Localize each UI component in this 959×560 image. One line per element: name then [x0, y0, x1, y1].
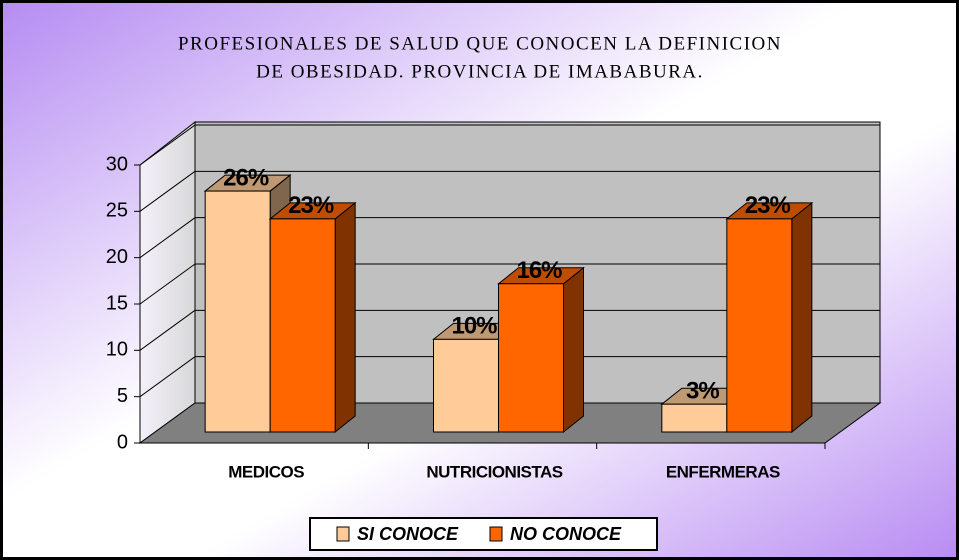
x-tick-label: ENFERMERAS: [666, 462, 780, 481]
grid-line: [139, 356, 196, 398]
data-label: 23%: [288, 192, 334, 219]
bar: [433, 338, 499, 433]
y-tick-label: 15: [106, 292, 128, 314]
legend-label: SI CONOCE: [357, 524, 459, 544]
y-tick-label: 20: [106, 246, 128, 268]
data-label: 3%: [686, 378, 719, 405]
legend-items: SI CONOCE NO CONOCE: [336, 524, 622, 544]
bar: [726, 218, 793, 433]
grid-line: [139, 309, 196, 351]
legend: [309, 517, 658, 551]
chart-title: DE OBESIDAD. PROVINCIA DE IMABABURA.: [256, 61, 704, 82]
legend-swatch: [336, 526, 350, 542]
x-tick-label: MEDICOS: [228, 462, 304, 481]
bar-side: [334, 201, 356, 434]
bar: [204, 190, 271, 433]
data-label: 16%: [516, 257, 562, 284]
chart-title: PROFESIONALES DE SALUD QUE CONOCEN LA DE…: [178, 33, 782, 54]
plot: 0 5 10 15 20 25 30 MEDICOS 26% 23% NUTRICIONISTAS 1…: [106, 124, 880, 481]
y-tick-label: 5: [117, 385, 128, 407]
y-tick-label: 0: [117, 431, 128, 453]
grid-line: [139, 124, 196, 166]
y-tick-label: 30: [106, 153, 128, 175]
grid-line: [139, 263, 196, 305]
side-wall: [139, 120, 196, 444]
bar: [661, 403, 728, 433]
grid-line: [139, 170, 196, 212]
legend-label: NO CONOCE: [510, 524, 622, 544]
data-label: 26%: [223, 164, 269, 191]
data-label: 23%: [745, 192, 791, 219]
legend-swatch: [489, 526, 503, 542]
grid-line: [139, 217, 196, 259]
data-label: 10%: [451, 313, 497, 340]
y-tick-label: 10: [106, 339, 128, 361]
bar: [269, 218, 336, 433]
x-tick-label: NUTRICIONISTAS: [426, 462, 562, 481]
y-tick-label: 25: [106, 200, 128, 222]
bar: [498, 283, 564, 433]
bar-side: [791, 201, 813, 434]
bar-side: [563, 266, 584, 434]
